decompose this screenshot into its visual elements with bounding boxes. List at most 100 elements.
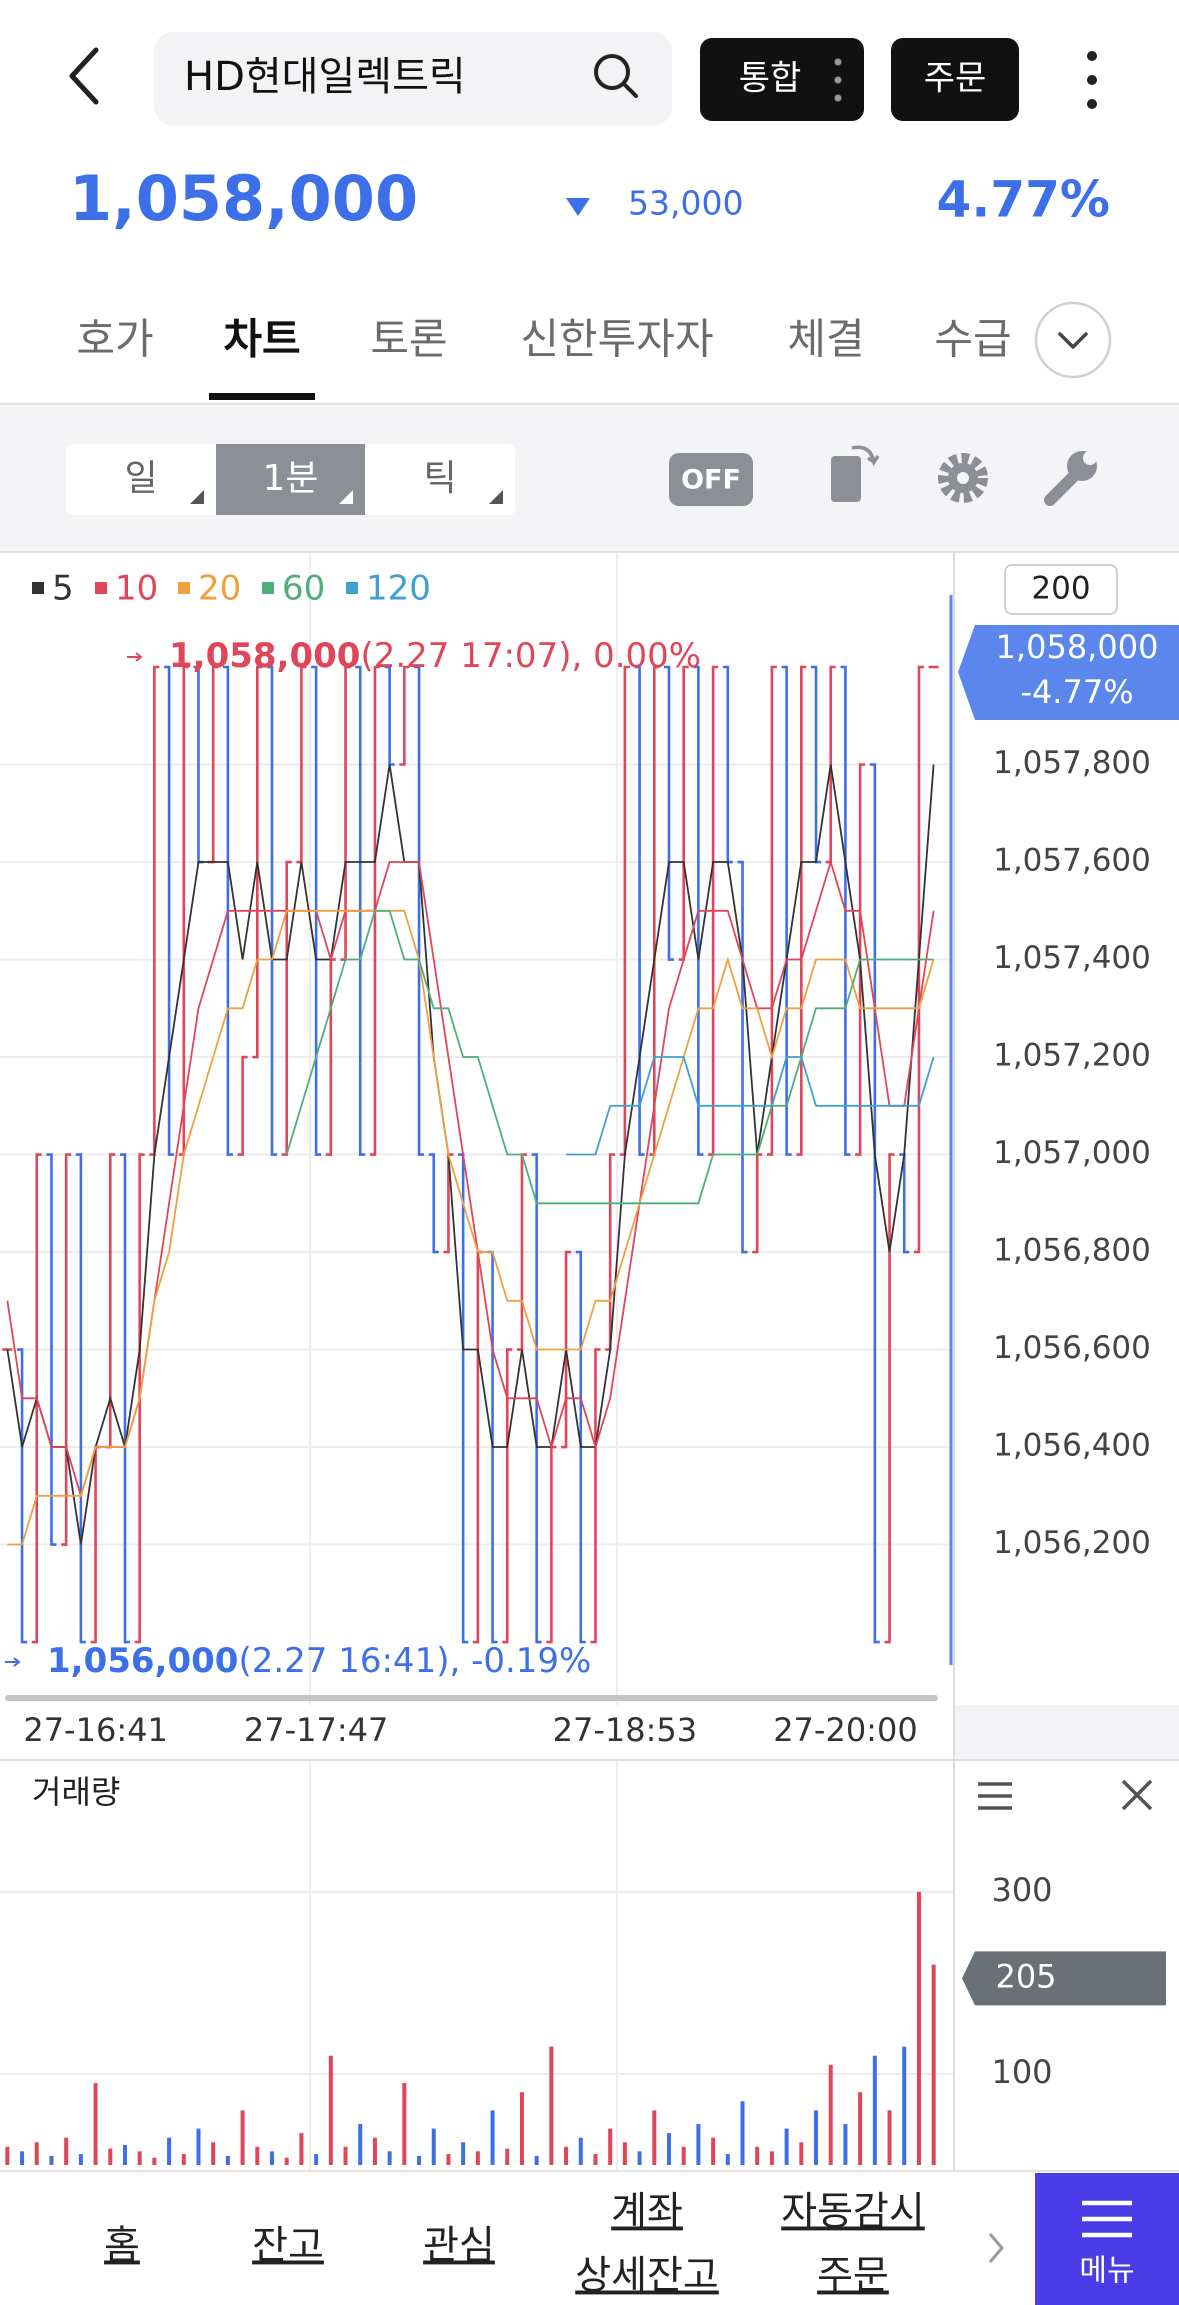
annotation-arrow [5, 1657, 21, 1667]
period-option[interactable]: 일 [124, 458, 157, 499]
kebab-dot[interactable] [1087, 99, 1097, 109]
legend-swatch [178, 582, 190, 594]
y-tick-label: 300 [991, 1871, 1052, 1909]
volume-bar [740, 2101, 745, 2165]
candle [752, 1153, 763, 1254]
toggle-button[interactable] [669, 453, 753, 506]
candle [590, 1348, 601, 1644]
nav-item[interactable]: 홈 [104, 2224, 140, 2269]
integrated-button[interactable] [700, 38, 864, 121]
volume-bar [916, 1891, 921, 2165]
volume-bar [211, 2142, 216, 2165]
annotation: 1,056,000(2.27 16:41), -0.19% [47, 1641, 591, 1681]
volume-bar [270, 2151, 275, 2165]
volume-bar [755, 2146, 760, 2165]
volume-bar [167, 2137, 172, 2165]
candle [663, 665, 674, 961]
candle [899, 1153, 910, 1254]
kebab-dot[interactable] [1087, 51, 1097, 61]
nav-next[interactable] [988, 2233, 1004, 2263]
candle [149, 665, 160, 1156]
menu-button[interactable] [1035, 2173, 1179, 2305]
tab[interactable]: 신한투자자 [520, 315, 713, 364]
candle [325, 958, 336, 1156]
volume-bar [314, 2154, 319, 2165]
candle [414, 665, 425, 1156]
settings-icon[interactable] [938, 453, 988, 503]
annotation-price: 1,056,000 [47, 1641, 238, 1681]
search-icon [594, 54, 630, 90]
count-box[interactable] [1004, 564, 1118, 615]
tab[interactable]: 호가 [76, 315, 153, 364]
volume-bar [681, 2146, 686, 2165]
y-tick-label: 1,056,400 [993, 1428, 1151, 1464]
volume-bar [181, 2154, 186, 2165]
kebab-dot[interactable] [1087, 75, 1097, 85]
candle [884, 1153, 895, 1644]
volume-bar [328, 2055, 333, 2165]
candle [678, 665, 689, 961]
period-option[interactable]: 틱 [423, 458, 456, 499]
nav-item[interactable]: 자동감시 [781, 2190, 925, 2235]
volume-bar [417, 2155, 422, 2165]
chevron [1058, 332, 1088, 349]
volume-bar [402, 2083, 407, 2165]
volume-bar [64, 2137, 69, 2165]
tab-active[interactable]: 차트 [223, 315, 300, 364]
legend-swatch [346, 582, 358, 594]
x-axis-band [0, 1705, 953, 1760]
nav-item[interactable]: 잔고 [252, 2224, 324, 2269]
x-tick-label: 27-18:53 [553, 1711, 697, 1749]
nav-item[interactable]: 주문 [817, 2254, 889, 2299]
tab[interactable]: 토론 [370, 315, 447, 364]
rotate-icon[interactable] [831, 456, 861, 502]
search-box[interactable] [154, 32, 672, 126]
order-button[interactable] [891, 38, 1019, 121]
candle [737, 860, 748, 1254]
tool-icon[interactable] [1044, 469, 1081, 506]
period-option[interactable]: 1분 [262, 458, 318, 499]
toggle-label: OFF [681, 465, 741, 496]
tabs-more[interactable] [1034, 301, 1112, 379]
volume-bar [255, 2146, 260, 2165]
tab[interactable]: 체결 [787, 315, 864, 364]
nav-item[interactable]: 관심 [423, 2224, 495, 2269]
ma-line [285, 909, 934, 1205]
candle [281, 860, 292, 1156]
y-tick-label: 1,056,600 [993, 1330, 1151, 1366]
volume-bar [475, 2151, 480, 2165]
volume-bar [284, 2157, 289, 2165]
dropdown-mark [190, 490, 204, 504]
back-button[interactable] [69, 47, 99, 105]
volume-bar [108, 2148, 113, 2165]
candle [384, 665, 395, 766]
current-change: -4.77% [1020, 673, 1133, 711]
volume-bar [358, 2124, 363, 2165]
ma-line [7, 909, 935, 1546]
candle [178, 665, 189, 1156]
down-arrow [566, 198, 590, 216]
axis-corner [955, 1705, 1179, 1760]
legend-swatch [32, 582, 44, 594]
volume-bar [622, 2142, 627, 2165]
volume-bar [578, 2137, 583, 2165]
volume-bar [519, 2092, 524, 2165]
nav-item[interactable]: 상세잔고 [575, 2254, 719, 2299]
candle [75, 1153, 86, 1644]
candle [502, 1348, 513, 1644]
legend-label: 10 [115, 569, 158, 609]
candle [237, 1055, 248, 1156]
tab[interactable]: 수급 [934, 315, 1011, 364]
candle [649, 665, 660, 1156]
x-tick-label: 27-20:00 [773, 1711, 917, 1749]
candle [766, 665, 777, 1156]
nav-item[interactable]: 계좌 [611, 2190, 683, 2235]
volume-bar [372, 2137, 377, 2165]
volume-plot [0, 1890, 953, 2165]
panel-title: 거래량 [32, 1773, 120, 1811]
volume-bar [652, 2110, 657, 2165]
annotation-arrow [127, 652, 143, 662]
x-tick-label: 27-16:41 [23, 1711, 167, 1749]
